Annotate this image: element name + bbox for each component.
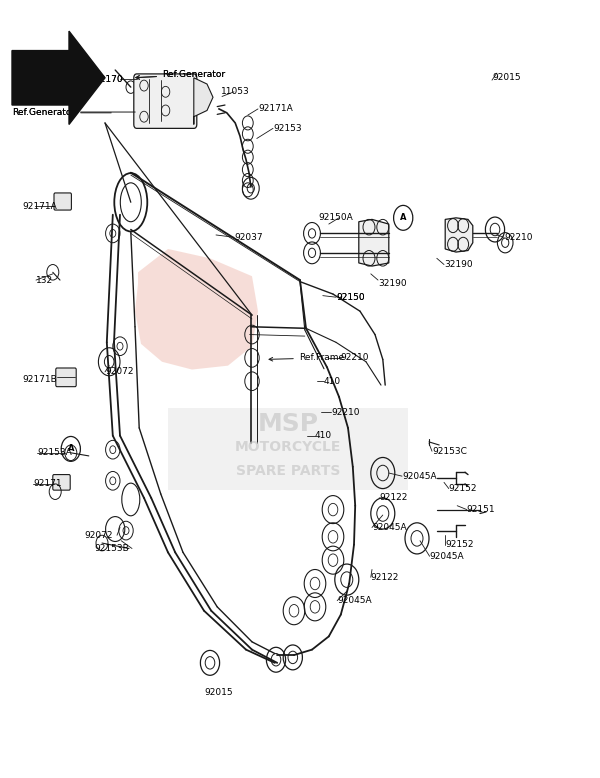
Text: 410: 410 — [315, 431, 332, 440]
Text: 92150: 92150 — [336, 293, 365, 302]
Text: 92045A: 92045A — [372, 523, 407, 532]
Text: Ref.Generator: Ref.Generator — [12, 107, 135, 117]
Text: 92170: 92170 — [95, 75, 124, 84]
Text: Ref.Generator: Ref.Generator — [12, 108, 111, 117]
Polygon shape — [194, 78, 213, 124]
Polygon shape — [445, 218, 473, 252]
Text: MSP: MSP — [257, 412, 319, 436]
Text: 92171A: 92171A — [258, 104, 293, 114]
Text: 92150A: 92150A — [318, 213, 353, 223]
Text: 92170: 92170 — [95, 75, 124, 84]
Text: 92151: 92151 — [467, 505, 496, 514]
Polygon shape — [12, 31, 105, 124]
FancyBboxPatch shape — [53, 475, 70, 490]
Text: 92153A: 92153A — [37, 448, 72, 457]
Text: 92015: 92015 — [492, 73, 521, 82]
Text: 32190: 32190 — [444, 260, 473, 269]
Text: 92210: 92210 — [341, 353, 369, 363]
Text: 92045A: 92045A — [337, 596, 372, 605]
Text: 410: 410 — [324, 377, 341, 386]
Text: 92153C: 92153C — [432, 447, 467, 456]
Text: MOTORCYCLE: MOTORCYCLE — [235, 440, 341, 454]
Text: 92072: 92072 — [105, 367, 133, 377]
Text: 92045A: 92045A — [430, 552, 464, 561]
Text: 132: 132 — [36, 275, 53, 285]
Text: 92171B: 92171B — [23, 375, 58, 384]
Text: 92122: 92122 — [379, 493, 407, 503]
Text: Ref.Frame: Ref.Frame — [269, 353, 344, 363]
Text: Ref.Generator: Ref.Generator — [136, 70, 225, 79]
Text: SPARE PARTS: SPARE PARTS — [236, 464, 340, 478]
Text: 92037: 92037 — [234, 233, 263, 242]
Text: 92072: 92072 — [84, 531, 113, 540]
Text: 92153B: 92153B — [95, 544, 130, 553]
Polygon shape — [135, 249, 258, 370]
Text: 92150: 92150 — [336, 293, 365, 302]
FancyBboxPatch shape — [56, 368, 76, 387]
FancyBboxPatch shape — [134, 74, 197, 128]
Text: 92152: 92152 — [445, 540, 474, 549]
Text: 92153: 92153 — [273, 124, 302, 133]
Text: Ref.Generator: Ref.Generator — [136, 70, 225, 79]
Text: A: A — [400, 213, 406, 223]
Text: 92210: 92210 — [331, 408, 360, 417]
Text: 11053: 11053 — [221, 87, 250, 96]
Text: 92015: 92015 — [204, 688, 233, 697]
Text: 92122: 92122 — [371, 573, 399, 582]
Text: A: A — [68, 444, 74, 454]
FancyBboxPatch shape — [168, 408, 408, 490]
Text: 92152: 92152 — [449, 484, 478, 493]
Text: 32190: 32190 — [378, 279, 407, 289]
Text: 92171: 92171 — [33, 479, 62, 489]
Polygon shape — [359, 219, 389, 266]
FancyBboxPatch shape — [54, 193, 71, 210]
Text: 92171A: 92171A — [23, 202, 58, 211]
Text: 92045A: 92045A — [402, 471, 437, 481]
Text: 92210: 92210 — [504, 233, 533, 242]
